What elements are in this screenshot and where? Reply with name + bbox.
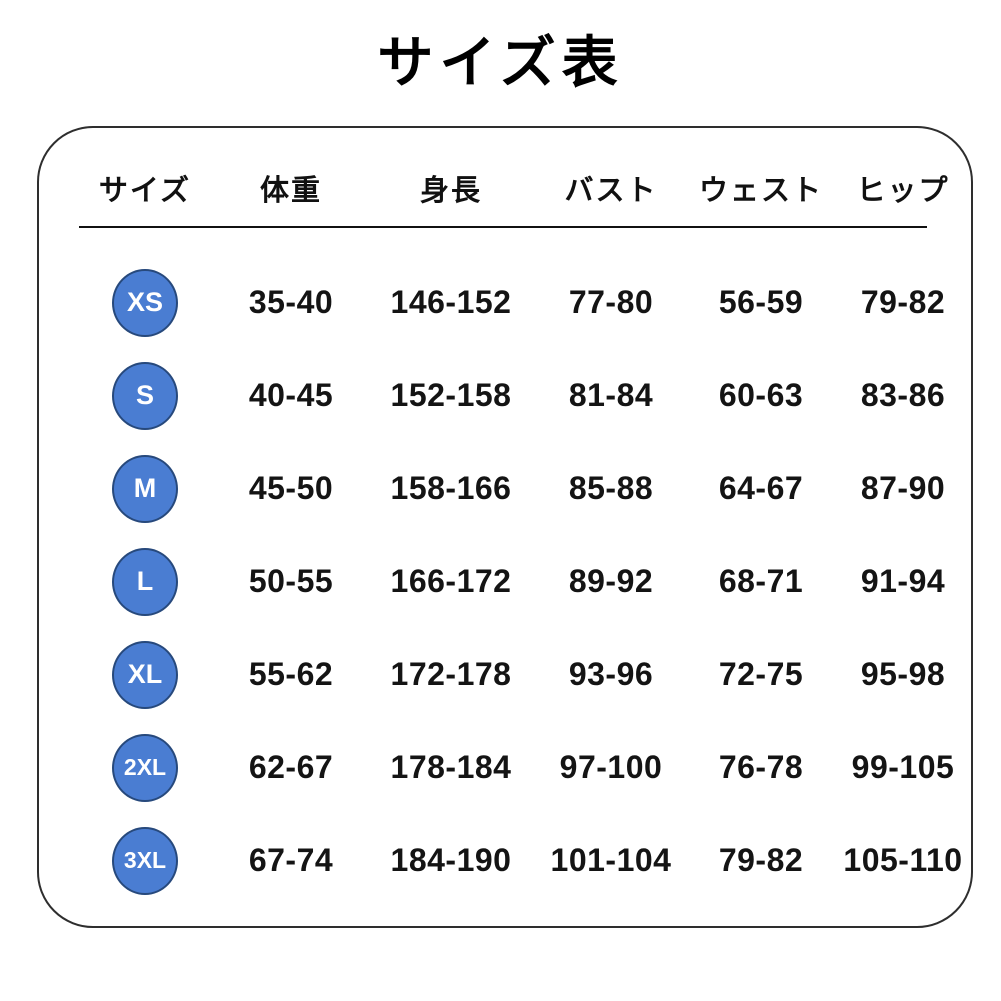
waist-cell: 60-63 [718, 377, 804, 413]
height-cell: 184-190 [390, 842, 512, 878]
column-header-weight: 体重 [259, 175, 322, 207]
size-cell: 2XL [75, 733, 215, 802]
weight-cell: 50-55 [248, 563, 334, 599]
size-cell: 3XL [75, 826, 215, 895]
table-row-2xl: 2XL 62-67 178-184 97-100 76-78 99-105 [39, 721, 971, 814]
column-header-height: 身長 [419, 175, 482, 207]
header-divider [79, 226, 927, 228]
table-row-3xl: 3XL 67-74 184-190 101-104 79-82 105-110 [39, 814, 971, 907]
height-cell: 146-152 [390, 284, 512, 320]
table-row-xs: XS 35-40 146-152 77-80 56-59 79-82 [39, 256, 971, 349]
column-header-waist: ウェスト [698, 175, 823, 207]
column-header-hip: ヒップ [856, 175, 950, 207]
bust-cell: 93-96 [568, 656, 654, 692]
bust-cell: 97-100 [559, 749, 663, 785]
bust-cell: 85-88 [568, 470, 654, 506]
size-table: サイズ 体重 身長 バスト ウェスト ヒップ XS 35-40 146-152 … [37, 126, 973, 928]
weight-cell: 62-67 [248, 749, 334, 785]
waist-cell: 56-59 [718, 284, 804, 320]
waist-cell: 79-82 [718, 842, 804, 878]
size-badge: L [112, 547, 178, 616]
weight-cell: 40-45 [248, 377, 334, 413]
hip-cell: 91-94 [860, 563, 946, 599]
table-row-xl: XL 55-62 172-178 93-96 72-75 95-98 [39, 628, 971, 721]
bust-cell: 89-92 [568, 563, 654, 599]
bust-cell: 81-84 [568, 377, 654, 413]
column-header-size: サイズ [98, 175, 192, 207]
weight-cell: 55-62 [248, 656, 334, 692]
hip-cell: 79-82 [860, 284, 946, 320]
hip-cell: 95-98 [860, 656, 946, 692]
waist-cell: 72-75 [718, 656, 804, 692]
size-badge: M [112, 454, 178, 523]
waist-cell: 76-78 [718, 749, 804, 785]
hip-cell: 87-90 [860, 470, 946, 506]
size-badge: XL [112, 640, 178, 709]
waist-cell: 64-67 [718, 470, 804, 506]
bust-cell: 101-104 [550, 842, 672, 878]
size-badge: XS [112, 268, 178, 337]
table-row-m: M 45-50 158-166 85-88 64-67 87-90 [39, 442, 971, 535]
size-badge: 3XL [112, 826, 178, 895]
height-cell: 158-166 [390, 470, 512, 506]
weight-cell: 67-74 [248, 842, 334, 878]
table-body: XS 35-40 146-152 77-80 56-59 79-82 S 40-… [39, 256, 971, 907]
size-cell: L [75, 547, 215, 616]
size-cell: S [75, 361, 215, 430]
size-cell: XL [75, 640, 215, 709]
size-badge: 2XL [112, 733, 178, 802]
hip-cell: 99-105 [851, 749, 955, 785]
table-row-l: L 50-55 166-172 89-92 68-71 91-94 [39, 535, 971, 628]
size-badge: S [112, 361, 178, 430]
hip-cell: 83-86 [860, 377, 946, 413]
height-cell: 178-184 [390, 749, 512, 785]
weight-cell: 45-50 [248, 470, 334, 506]
waist-cell: 68-71 [718, 563, 804, 599]
height-cell: 152-158 [390, 377, 512, 413]
bust-cell: 77-80 [568, 284, 654, 320]
table-row-s: S 40-45 152-158 81-84 60-63 83-86 [39, 349, 971, 442]
height-cell: 172-178 [390, 656, 512, 692]
hip-cell: 105-110 [843, 842, 963, 878]
page-title: サイズ表 [377, 31, 624, 94]
weight-cell: 35-40 [248, 284, 334, 320]
size-cell: XS [75, 268, 215, 337]
column-header-bust: バスト [564, 175, 658, 207]
table-header-row: サイズ 体重 身長 バスト ウェスト ヒップ [39, 158, 971, 218]
height-cell: 166-172 [390, 563, 512, 599]
size-cell: M [75, 454, 215, 523]
